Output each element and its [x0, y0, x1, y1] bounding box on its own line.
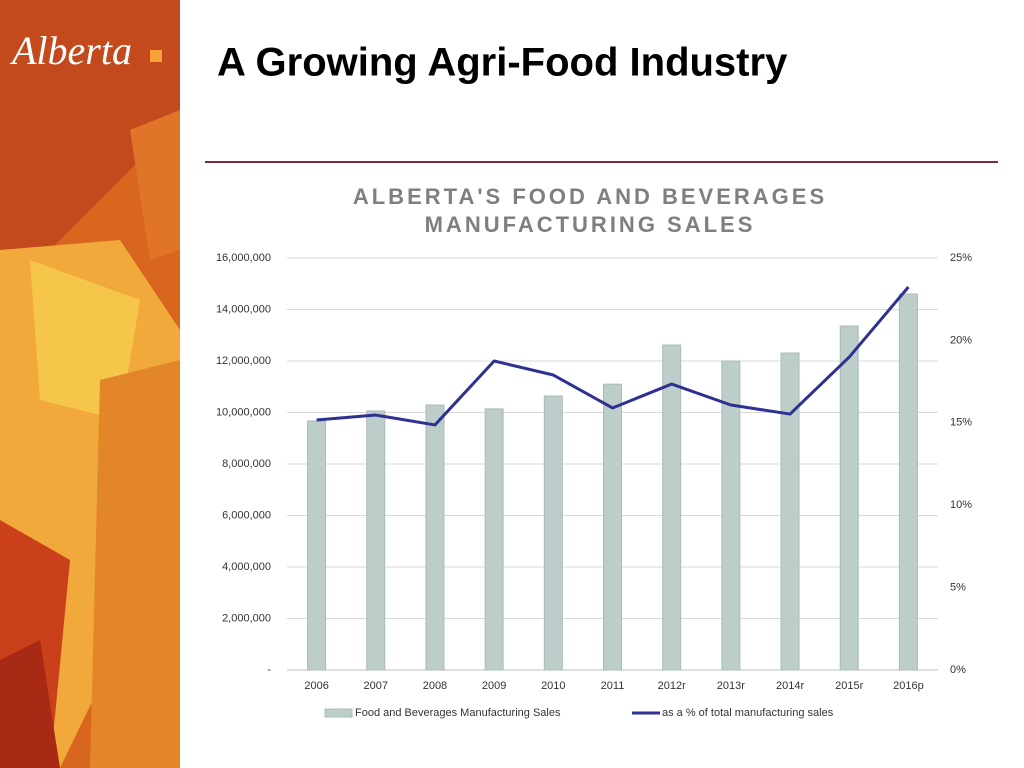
line [316, 286, 910, 427]
y-tick-label: 4,000,000 [222, 561, 271, 573]
y-tick-label: 6,000,000 [222, 509, 271, 521]
x-tick-label: 2009 [482, 680, 506, 692]
bar [603, 383, 622, 671]
y2-tick-label: 0% [950, 664, 966, 676]
x-tick-label: 2010 [541, 680, 565, 692]
y-tick-label: 10,000,000 [216, 406, 271, 418]
chart-title: ALBERTA'S FOOD AND BEVERAGES [353, 184, 827, 209]
chart: ALBERTA'S FOOD AND BEVERAGES MANUFACTURIN… [216, 184, 972, 719]
x-tick-label: 2011 [601, 680, 625, 692]
bar [721, 360, 741, 671]
bar [366, 410, 386, 671]
legend-label: as a % of total manufacturing sales [662, 707, 834, 719]
bar [307, 420, 327, 671]
x-tick-label: 2008 [423, 680, 447, 692]
panel-shape [90, 360, 180, 768]
panel-shape [0, 0, 180, 300]
x-tick-label: 2016p [893, 680, 924, 692]
bar [662, 344, 682, 671]
x-tick-label: 2014r [776, 680, 804, 692]
bar [898, 293, 918, 671]
x-tick-label: 2006 [304, 680, 328, 692]
bar [484, 408, 504, 671]
x-tick-label: 2015r [835, 680, 863, 692]
panel-shape [130, 110, 180, 260]
legend-label: Food and Beverages Manufacturing Sales [355, 707, 561, 719]
x-tick-label: 2012r [658, 680, 686, 692]
x-tick-label: 2007 [364, 680, 388, 692]
y2-tick-label: 5% [950, 582, 966, 594]
bar [543, 395, 563, 671]
y2-tick-label: 20% [950, 334, 972, 346]
side-panel: Alberta [0, 0, 180, 768]
y2-tick-label: 25% [950, 252, 972, 264]
bar [780, 352, 800, 671]
y-tick-label: 8,000,000 [222, 458, 271, 470]
legend-swatch [324, 708, 353, 718]
y-tick-label: 2,000,000 [222, 612, 271, 624]
bar [425, 404, 445, 671]
bar [839, 325, 859, 671]
y-tick-label: 14,000,000 [216, 303, 271, 315]
slide-title: A Growing Agri-Food Industry [217, 41, 788, 85]
logo: Alberta [9, 28, 132, 73]
y-tick-label: 16,000,000 [216, 252, 271, 264]
y-tick-label: - [267, 664, 271, 676]
y2-tick-label: 10% [950, 499, 972, 511]
chart-title: MANUFACTURING SALES [425, 212, 756, 237]
x-tick-label: 2013r [717, 680, 745, 692]
y2-tick-label: 15% [950, 417, 972, 429]
logo-mark [150, 50, 162, 62]
y-tick-label: 12,000,000 [216, 355, 271, 367]
panel-shape [0, 640, 60, 768]
